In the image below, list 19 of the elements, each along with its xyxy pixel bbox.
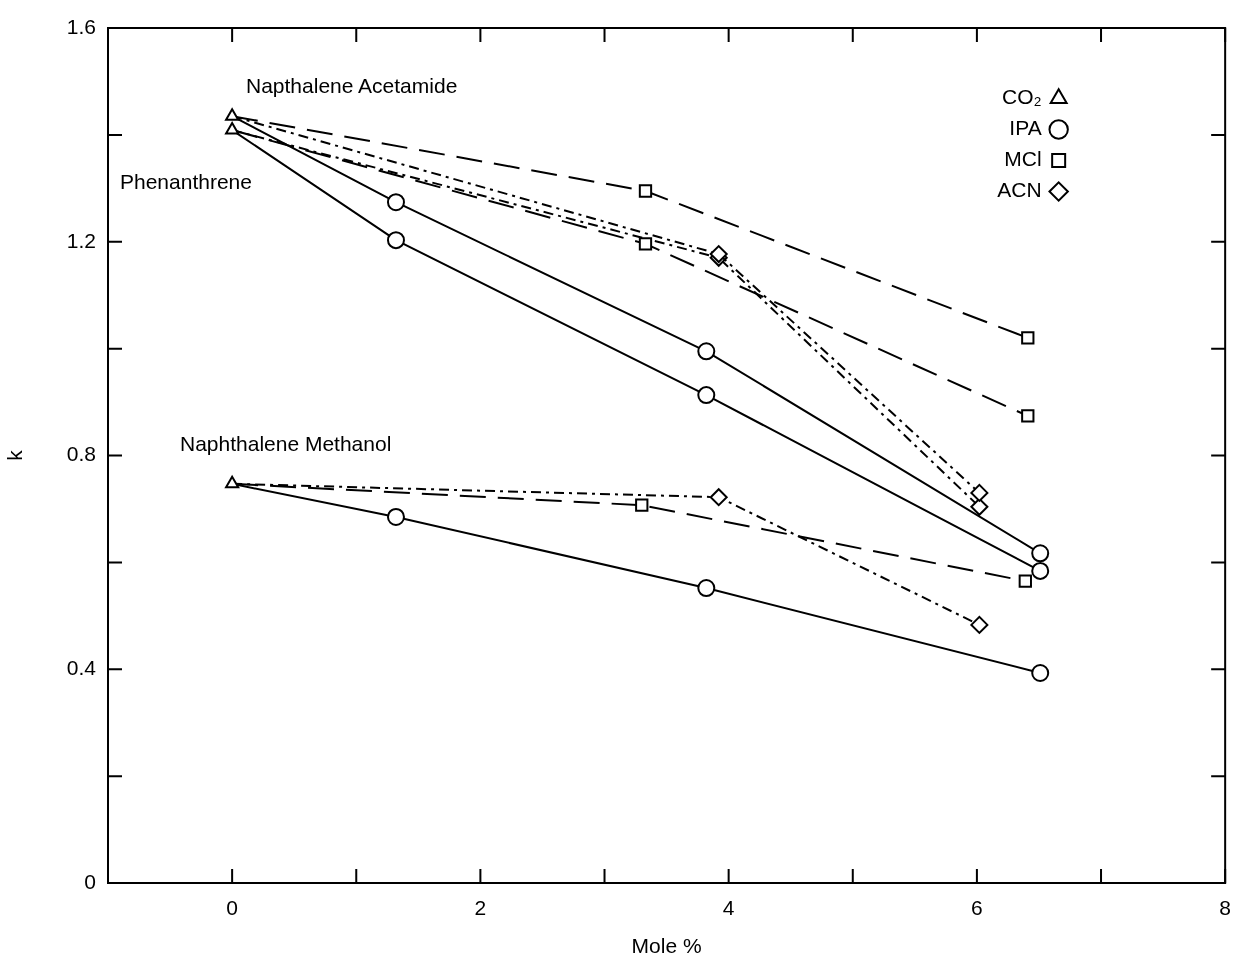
x-tick-label: 4 [722,896,735,920]
y-tick-label: 1.6 [66,14,96,38]
legend-label: ACN [997,178,1042,202]
y-tick-label: 0.8 [66,442,96,466]
y-tick-label: 1.2 [66,228,96,252]
legend-label: MCl [1004,147,1042,171]
x-axis-title: Mole % [631,934,702,958]
y-tick-label: 0 [84,869,96,893]
x-tick-label: 6 [971,896,983,920]
annotation: Naphthalene Methanol [180,432,392,456]
annotation: Phenanthrene [120,170,252,194]
legend-label: IPA [1009,116,1042,140]
x-tick-label: 0 [226,896,238,920]
x-tick-label: 2 [474,896,487,920]
legend-label: CO₂ [1002,85,1042,109]
annotation: Napthalene Acetamide [246,74,458,98]
y-tick-label: 0.4 [66,656,97,680]
y-axis-title: k [3,449,27,461]
x-tick-label: 8 [1219,896,1231,920]
